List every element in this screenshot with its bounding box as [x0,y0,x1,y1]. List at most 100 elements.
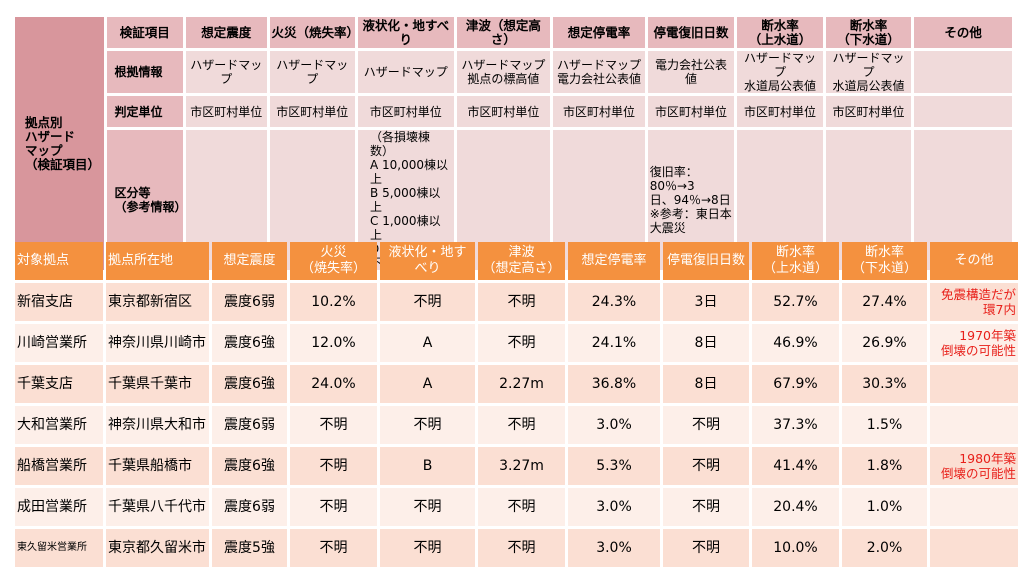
site-location-cell: 東京都久留米市 [106,529,209,567]
site-quake-cell: 震度6弱 [212,283,287,321]
site-header-row: 対象拠点 拠点所在地 想定震度 火災 （焼失率） 液状化・地す べり 津波 （想定高さ） 想定停電… [15,242,1018,280]
site-recovery-cell: 不明 [663,406,749,444]
site-tsunami-cell: 3.27m [478,447,565,485]
site-fire-cell: 不明 [290,488,377,526]
hazard-cell: 市区町村単位 [456,96,551,127]
hazard-cell: 市区町村単位 [825,96,912,127]
site-outage-cell: 36.8% [568,365,660,403]
hazard-header-cell: 津波（想定高さ） [456,17,551,48]
site-header-cell: その他 [930,242,1018,280]
hazard-header-cell: 液状化・地すべり [358,17,454,48]
site-water-cell: 10.0% [752,529,839,567]
site-quake-cell: 震度6弱 [212,488,287,526]
site-fire-cell: 24.0% [290,365,377,403]
hazard-cell: 市区町村単位 [647,96,735,127]
site-location-cell: 神奈川県川崎市 [106,324,209,362]
site-header-cell: 対象拠点 [15,242,103,280]
site-header-cell: 想定震度 [212,242,287,280]
site-fire-cell: 12.0% [290,324,377,362]
hazard-cell [914,51,1012,93]
site-table-body: 対象拠点 拠点所在地 想定震度 火災 （焼失率） 液状化・地す べり 津波 （想定高さ） 想定停電… [15,242,1018,567]
site-note-cell: 1980年築 倒壊の可能性 [930,447,1018,485]
site-row: 東久留米営業所 東京都久留米市 震度5強 不明 不明 不明 3.0% 不明 10.0% 2.0% [15,529,1018,567]
site-header-cell: 想定停電率 [568,242,660,280]
hazard-table-body: 拠点別 ハザード マップ （検証項目） 検証項目 想定震度 火災（焼失率） 液状化・地すべり津… [15,17,1012,270]
hazard-map-table: 拠点別 ハザード マップ （検証項目） 検証項目 想定震度 火災（焼失率） 液状化・地すべり津… [12,14,1015,273]
site-row: 大和営業所 神奈川県大和市 震度6弱 不明 不明 不明 3.0% 不明 37.3% 1.5% [15,406,1018,444]
site-header-cell: 断水率 （下水道） [842,242,927,280]
site-name-cell: 成田営業所 [15,488,103,526]
site-sewer-cell: 26.9% [842,324,927,362]
site-row: 千葉支店 千葉県千葉市 震度6強 24.0% A 2.27m 36.8% 8日 67.9% 30.… [15,365,1018,403]
site-fire-cell: 不明 [290,447,377,485]
site-tsunami-cell: 不明 [478,324,565,362]
hazard-cell: ハザードマップ [186,51,267,93]
site-recovery-cell: 不明 [663,447,749,485]
site-sewer-cell: 27.4% [842,283,927,321]
hazard-cell: ハザードマップ 水道局公表値 [737,51,823,93]
site-outage-cell: 24.3% [568,283,660,321]
site-note-cell [930,365,1018,403]
hazard-cell: ハザードマップ 電力会社公表値 [553,51,645,93]
site-recovery-cell: 不明 [663,488,749,526]
hazard-cell: 電力会社公表値 [647,51,735,93]
hazard-cell: ハザードマップ [269,51,356,93]
hazard-row: 判定単位 市区町村単位 市区町村単位 市区町村単位 市区町村単位 市区町村単位 市区町村単位… [15,96,1012,127]
site-header-cell: 津波 （想定高さ） [478,242,565,280]
hazard-cell: ハザードマップ 水道局公表値 [825,51,912,93]
site-header-cell: 断水率 （上水道） [752,242,839,280]
hazard-cell: ハザードマップ 拠点の標高値 [456,51,551,93]
site-name-cell: 東久留米営業所 [15,529,103,567]
hazard-header-row: 拠点別 ハザード マップ （検証項目） 検証項目 想定震度 火災（焼失率） 液状化・地すべり津… [15,17,1012,270]
site-row: 船橋営業所 千葉県船橋市 震度6強 不明 B 3.27m 5.3% 不明 41.4% 1.8% 19… [15,447,1018,485]
site-quake-cell: 震度6強 [212,447,287,485]
site-outage-cell: 24.1% [568,324,660,362]
site-location-cell: 千葉県船橋市 [106,447,209,485]
hazard-header-cell: 火災（焼失率） [269,17,356,48]
site-sewer-cell: 1.5% [842,406,927,444]
hazard-header-cell: 断水率 （下水道） [825,17,912,48]
hazard-cell: 市区町村単位 [553,96,645,127]
site-location-cell: 千葉県千葉市 [106,365,209,403]
site-name-cell: 千葉支店 [15,365,103,403]
site-water-cell: 37.3% [752,406,839,444]
site-fire-cell: 不明 [290,406,377,444]
site-fire-cell: 10.2% [290,283,377,321]
site-header-cell: 拠点所在地 [106,242,209,280]
site-note-cell: 1970年築 倒壊の可能性 [930,324,1018,362]
site-note-cell [930,529,1018,567]
site-note-cell: 免震構造だが 環7内 [930,283,1018,321]
site-tsunami-cell: 不明 [478,488,565,526]
hazard-header-cell: 停電復旧日数 [647,17,735,48]
site-liquefaction-cell: 不明 [380,529,475,567]
hazard-header-cell: 想定震度 [186,17,267,48]
hazard-cell: 市区町村単位 [358,96,454,127]
site-row: 成田営業所 千葉県八千代市 震度6弱 不明 不明 不明 3.0% 不明 20.4% 1.0% [15,488,1018,526]
site-water-cell: 20.4% [752,488,839,526]
site-risk-table: 対象拠点 拠点所在地 想定震度 火災 （焼失率） 液状化・地す べり 津波 （想定高さ） 想定停電… [12,239,1021,570]
site-recovery-cell: 不明 [663,529,749,567]
hazard-side-label: 拠点別 ハザード マップ （検証項目） [15,17,104,270]
site-note-cell [930,488,1018,526]
site-tsunami-cell: 不明 [478,529,565,567]
hazard-header-cell: 検証項目 [106,17,184,48]
site-outage-cell: 3.0% [568,529,660,567]
site-water-cell: 46.9% [752,324,839,362]
site-tsunami-cell: 不明 [478,406,565,444]
site-water-cell: 67.9% [752,365,839,403]
hazard-header-cell: その他 [914,17,1012,48]
site-name-cell: 新宿支店 [15,283,103,321]
site-outage-cell: 5.3% [568,447,660,485]
site-header-cell: 液状化・地す べり [380,242,475,280]
site-name-cell: 船橋営業所 [15,447,103,485]
site-outage-cell: 3.0% [568,406,660,444]
hazard-cell: 市区町村単位 [737,96,823,127]
hazard-cell [914,96,1012,127]
site-tsunami-cell: 不明 [478,283,565,321]
site-quake-cell: 震度6強 [212,324,287,362]
hazard-cell: ハザードマップ [358,51,454,93]
site-liquefaction-cell: 不明 [380,488,475,526]
site-name-cell: 大和営業所 [15,406,103,444]
site-recovery-cell: 8日 [663,365,749,403]
site-outage-cell: 3.0% [568,488,660,526]
